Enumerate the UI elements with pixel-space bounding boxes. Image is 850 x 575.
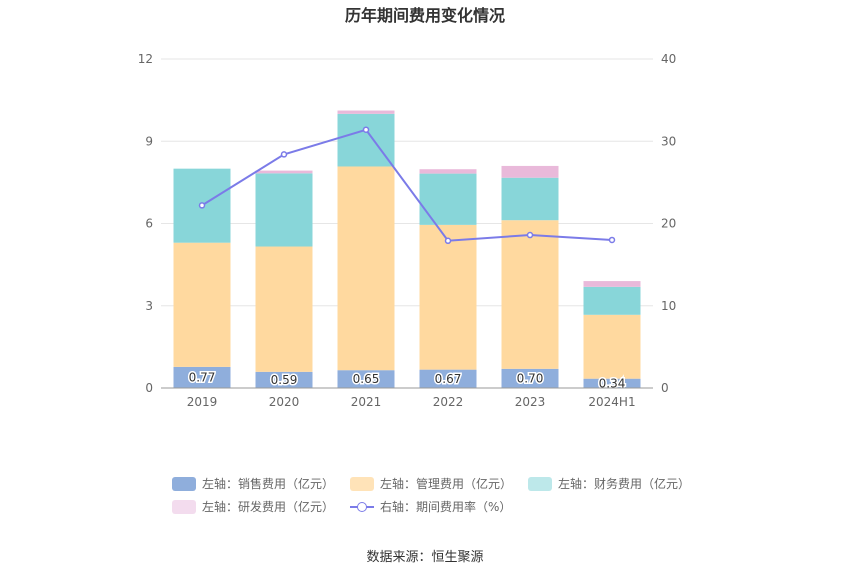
bar-data-label: 0.70 bbox=[517, 371, 544, 385]
legend-label-sales: 左轴：销售费用（亿元） bbox=[202, 477, 335, 491]
legend-item-admin[interactable]: 左轴：管理费用（亿元） bbox=[350, 475, 512, 492]
chart-title: 历年期间费用变化情况 bbox=[344, 6, 505, 25]
bar-segment-sales bbox=[501, 368, 559, 388]
rate-point bbox=[198, 202, 206, 209]
bar-segment-rnd bbox=[583, 281, 641, 287]
legend-label-finance: 左轴：财务费用（亿元） bbox=[558, 477, 691, 491]
legend-line-rate-icon bbox=[350, 500, 375, 514]
data-source: 数据来源：恒生聚源 bbox=[366, 550, 484, 565]
x-axis-tick-label: 2022 bbox=[433, 395, 464, 409]
rate-point bbox=[444, 237, 452, 245]
bar-segment-rnd bbox=[419, 169, 477, 174]
bar-segment-rnd bbox=[337, 110, 395, 114]
left-axis-tick-label: 3 bbox=[145, 299, 153, 313]
right-axis-tick-label: 20 bbox=[661, 217, 676, 231]
bar-segment-admin bbox=[583, 314, 641, 379]
bar-segment-rnd bbox=[501, 165, 559, 178]
x-axis-tick-label: 2023 bbox=[515, 395, 546, 409]
legend-swatch-rnd bbox=[172, 499, 196, 514]
bar-segment-sales bbox=[337, 370, 395, 388]
bar-data-label: 0.65 bbox=[353, 372, 380, 386]
legend-item-finance[interactable]: 左轴：财务费用（亿元） bbox=[528, 475, 690, 492]
left-axis-tick-label: 6 bbox=[145, 217, 153, 231]
right-axis-tick-label: 30 bbox=[661, 134, 676, 148]
right-axis-tick-label: 40 bbox=[661, 52, 676, 66]
legend-swatch-sales bbox=[172, 476, 196, 491]
right-axis-tick-label: 0 bbox=[661, 381, 669, 395]
legend-item-rate[interactable]: 右轴：期间费用率（%） bbox=[350, 498, 511, 515]
bar-segment-admin bbox=[419, 224, 477, 370]
bar-segment-finance bbox=[337, 113, 395, 167]
legend-label-rate: 右轴：期间费用率（%） bbox=[380, 500, 512, 514]
x-axis-tick-label: 2021 bbox=[351, 395, 382, 409]
bar-data-label: 0.67 bbox=[435, 372, 462, 386]
right-axis-tick-label: 10 bbox=[661, 299, 676, 313]
rate-point bbox=[608, 236, 616, 244]
bar-segment-admin bbox=[501, 220, 559, 369]
legend-label-admin: 左轴：管理费用（亿元） bbox=[380, 477, 513, 491]
bar-segment-admin bbox=[173, 242, 231, 367]
bar-data-label: 0.59 bbox=[271, 373, 298, 387]
rate-point bbox=[362, 126, 370, 133]
bar-segment-admin bbox=[255, 246, 313, 372]
legend-swatch-finance bbox=[528, 476, 553, 491]
bar-segment-finance bbox=[583, 286, 641, 315]
x-axis-tick-label: 2024H1 bbox=[588, 395, 635, 409]
legend-label-rnd: 左轴：研发费用（亿元） bbox=[202, 500, 335, 514]
bar-segment-admin bbox=[337, 166, 395, 371]
legend: 左轴：销售费用（亿元） 左轴：管理费用（亿元） 左轴：财务费用（亿元） 左轴：研… bbox=[172, 472, 732, 518]
bar-segment-rnd bbox=[255, 170, 313, 174]
rate-line bbox=[201, 128, 613, 242]
left-axis-tick-label: 9 bbox=[145, 134, 153, 148]
bar-segment-sales bbox=[419, 369, 477, 388]
bar-segment-sales bbox=[173, 366, 231, 388]
rate-point bbox=[280, 151, 288, 158]
bar-segment-sales bbox=[255, 371, 313, 388]
bar-segment-finance bbox=[419, 173, 477, 225]
left-axis-tick-label: 0 bbox=[145, 381, 153, 395]
bar-data-label: 0.77 bbox=[189, 370, 216, 384]
bar-segment-sales bbox=[583, 378, 641, 388]
left-axis-tick-label: 12 bbox=[138, 52, 153, 66]
legend-item-rnd[interactable]: 左轴：研发费用（亿元） bbox=[172, 498, 334, 515]
bar-segment-finance bbox=[255, 173, 313, 247]
legend-swatch-admin bbox=[350, 476, 375, 491]
x-axis-tick-label: 2019 bbox=[187, 395, 218, 409]
legend-item-sales[interactable]: 左轴：销售费用（亿元） bbox=[172, 475, 334, 492]
rate-point bbox=[526, 231, 534, 239]
x-axis-tick-label: 2020 bbox=[269, 395, 300, 409]
bar-segment-finance bbox=[501, 177, 559, 221]
